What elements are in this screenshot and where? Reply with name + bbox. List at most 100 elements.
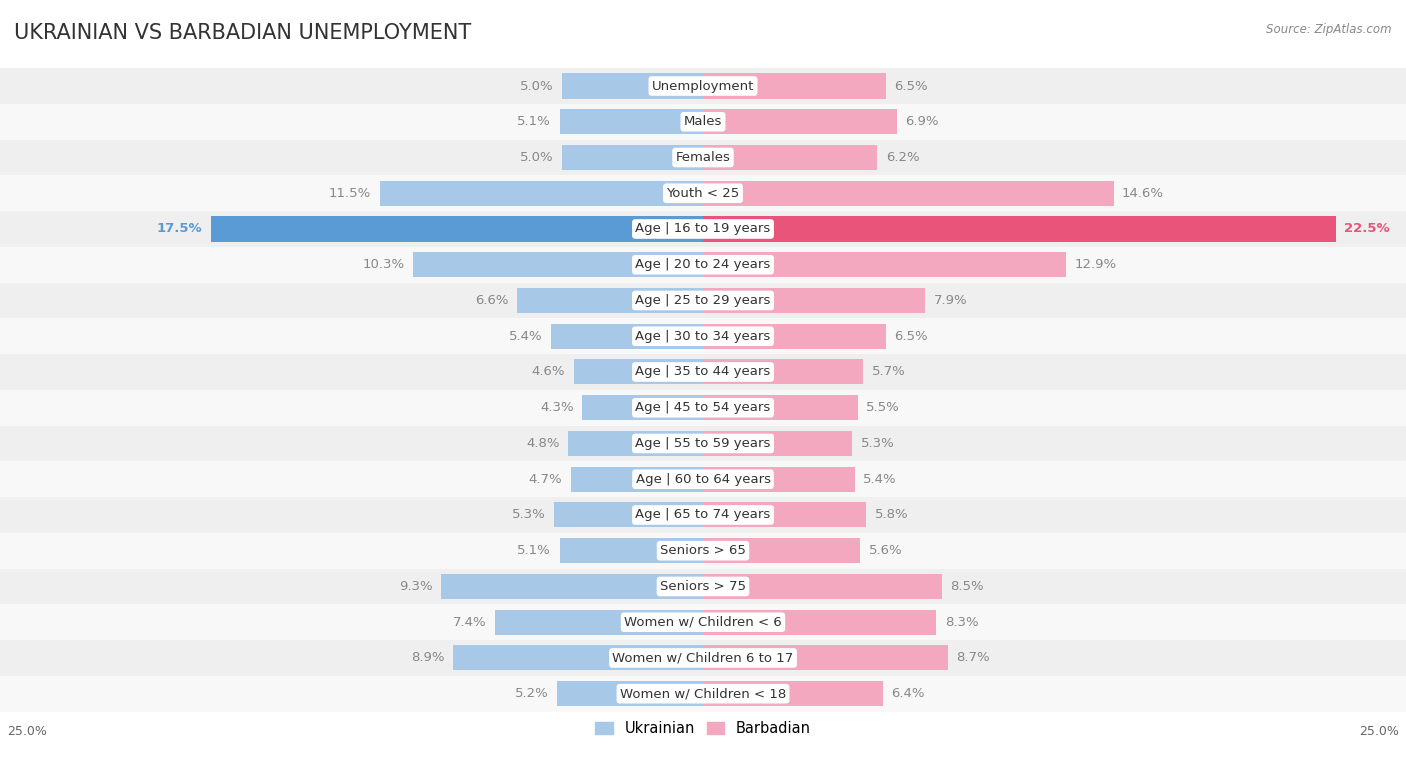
Bar — [703, 609, 936, 634]
Text: Age | 35 to 44 years: Age | 35 to 44 years — [636, 366, 770, 378]
Text: Unemployment: Unemployment — [652, 79, 754, 92]
Text: Women w/ Children < 6: Women w/ Children < 6 — [624, 615, 782, 629]
Bar — [551, 324, 703, 349]
Bar — [0, 211, 1406, 247]
Text: 4.8%: 4.8% — [526, 437, 560, 450]
Bar — [703, 181, 1114, 206]
Bar — [703, 324, 886, 349]
Text: 6.5%: 6.5% — [894, 79, 928, 92]
Bar — [703, 73, 886, 98]
Bar — [0, 569, 1406, 604]
Bar — [0, 461, 1406, 497]
Text: Males: Males — [683, 115, 723, 128]
Text: 6.5%: 6.5% — [894, 330, 928, 343]
Bar — [0, 282, 1406, 319]
Bar — [0, 640, 1406, 676]
Bar — [0, 676, 1406, 712]
Text: 5.0%: 5.0% — [520, 151, 554, 164]
Text: Age | 20 to 24 years: Age | 20 to 24 years — [636, 258, 770, 271]
Text: 14.6%: 14.6% — [1122, 187, 1164, 200]
Bar — [703, 538, 860, 563]
Text: 5.7%: 5.7% — [872, 366, 905, 378]
Bar — [703, 217, 1336, 241]
Text: 5.5%: 5.5% — [866, 401, 900, 414]
Text: UKRAINIAN VS BARBADIAN UNEMPLOYMENT: UKRAINIAN VS BARBADIAN UNEMPLOYMENT — [14, 23, 471, 42]
Bar — [703, 646, 948, 671]
Text: 9.3%: 9.3% — [399, 580, 433, 593]
Bar — [703, 431, 852, 456]
Text: 22.5%: 22.5% — [1344, 223, 1389, 235]
Bar — [441, 574, 703, 599]
Bar — [0, 533, 1406, 569]
Text: 5.1%: 5.1% — [517, 544, 551, 557]
Bar — [0, 176, 1406, 211]
Text: 10.3%: 10.3% — [363, 258, 405, 271]
Text: 25.0%: 25.0% — [1360, 725, 1399, 738]
Text: 6.6%: 6.6% — [475, 294, 509, 307]
Text: 5.1%: 5.1% — [517, 115, 551, 128]
Text: Women w/ Children < 18: Women w/ Children < 18 — [620, 687, 786, 700]
Text: 5.0%: 5.0% — [520, 79, 554, 92]
Text: Age | 65 to 74 years: Age | 65 to 74 years — [636, 509, 770, 522]
Bar — [0, 390, 1406, 425]
Text: Females: Females — [675, 151, 731, 164]
Bar — [582, 395, 703, 420]
Text: 8.5%: 8.5% — [950, 580, 984, 593]
Text: 5.8%: 5.8% — [875, 509, 908, 522]
Text: Age | 30 to 34 years: Age | 30 to 34 years — [636, 330, 770, 343]
Text: 6.2%: 6.2% — [886, 151, 920, 164]
Bar — [0, 354, 1406, 390]
Text: 6.4%: 6.4% — [891, 687, 925, 700]
Bar — [0, 247, 1406, 282]
Bar — [560, 109, 703, 134]
Text: Age | 60 to 64 years: Age | 60 to 64 years — [636, 472, 770, 486]
Bar — [703, 109, 897, 134]
Bar — [380, 181, 703, 206]
Bar — [703, 252, 1066, 277]
Text: 5.4%: 5.4% — [863, 472, 897, 486]
Bar — [568, 431, 703, 456]
Bar — [703, 574, 942, 599]
Text: Age | 16 to 19 years: Age | 16 to 19 years — [636, 223, 770, 235]
Text: 8.3%: 8.3% — [945, 615, 979, 629]
Bar — [703, 503, 866, 528]
Text: 7.9%: 7.9% — [934, 294, 967, 307]
Text: Seniors > 75: Seniors > 75 — [659, 580, 747, 593]
Text: 8.9%: 8.9% — [411, 652, 444, 665]
Text: 11.5%: 11.5% — [329, 187, 371, 200]
Bar — [0, 104, 1406, 139]
Text: Age | 55 to 59 years: Age | 55 to 59 years — [636, 437, 770, 450]
Text: 25.0%: 25.0% — [7, 725, 46, 738]
Bar — [413, 252, 703, 277]
Text: 12.9%: 12.9% — [1074, 258, 1116, 271]
Text: 5.4%: 5.4% — [509, 330, 543, 343]
Bar — [0, 319, 1406, 354]
Bar — [571, 467, 703, 492]
Bar — [703, 395, 858, 420]
Legend: Ukrainian, Barbadian: Ukrainian, Barbadian — [589, 715, 817, 742]
Bar — [0, 497, 1406, 533]
Bar — [517, 288, 703, 313]
Bar — [554, 503, 703, 528]
Bar — [453, 646, 703, 671]
Text: 4.7%: 4.7% — [529, 472, 562, 486]
Text: 4.3%: 4.3% — [540, 401, 574, 414]
Bar — [703, 145, 877, 170]
Text: Women w/ Children 6 to 17: Women w/ Children 6 to 17 — [613, 652, 793, 665]
Text: 5.6%: 5.6% — [869, 544, 903, 557]
Text: 17.5%: 17.5% — [157, 223, 202, 235]
Bar — [562, 145, 703, 170]
Text: Youth < 25: Youth < 25 — [666, 187, 740, 200]
Bar — [574, 360, 703, 385]
Bar — [0, 68, 1406, 104]
Text: 4.6%: 4.6% — [531, 366, 565, 378]
Bar — [703, 360, 863, 385]
Text: Age | 25 to 29 years: Age | 25 to 29 years — [636, 294, 770, 307]
Text: Seniors > 65: Seniors > 65 — [659, 544, 747, 557]
Text: Age | 45 to 54 years: Age | 45 to 54 years — [636, 401, 770, 414]
Bar — [703, 288, 925, 313]
Text: 7.4%: 7.4% — [453, 615, 486, 629]
Bar — [562, 73, 703, 98]
Text: 6.9%: 6.9% — [905, 115, 939, 128]
Bar — [0, 604, 1406, 640]
